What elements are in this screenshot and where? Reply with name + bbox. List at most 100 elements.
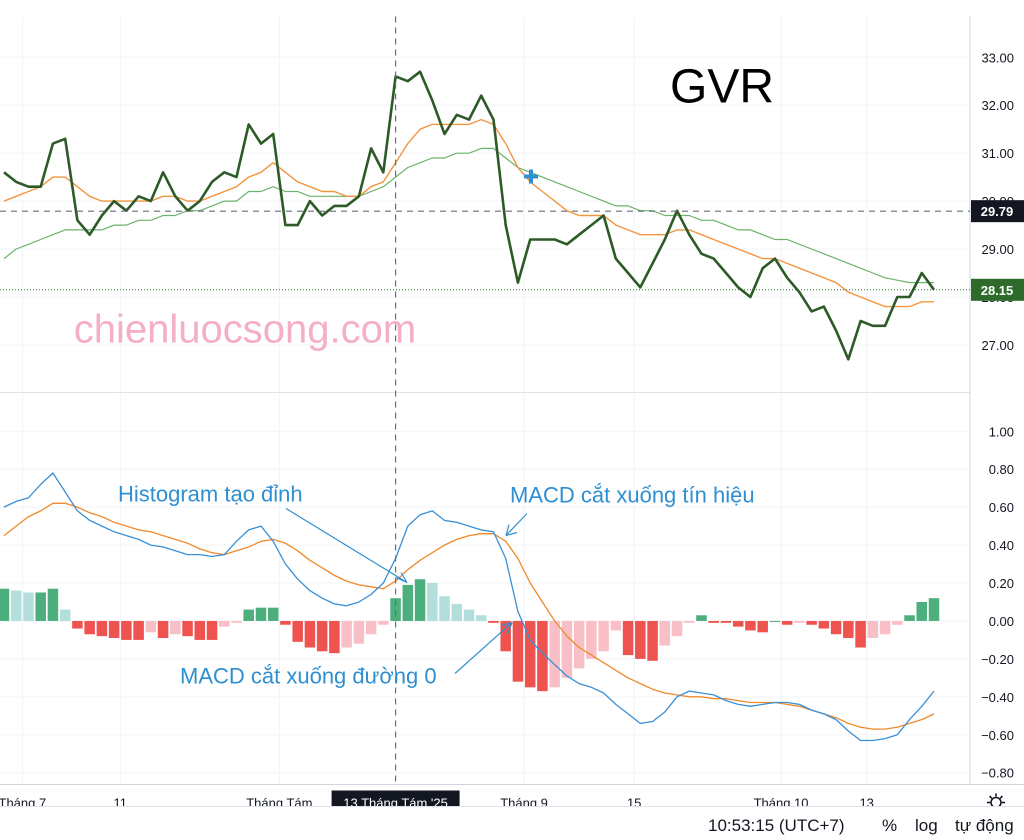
histogram-bar-12: [145, 620, 157, 633]
histogram-bar-68: [830, 620, 842, 635]
histogram-bar-4: [47, 588, 59, 621]
price-tick-label-1: 32.00: [981, 98, 1014, 113]
macd-tick-label-8: −0.60: [981, 728, 1014, 743]
histogram-bar-65: [794, 620, 805, 623]
histogram-bar-47: [573, 620, 585, 669]
price-line: [3, 70, 936, 361]
histogram-bar-39: [475, 615, 487, 621]
macd-line: [3, 472, 935, 742]
histogram-bar-48: [586, 620, 597, 659]
crosshair-price-label: 29.79: [981, 204, 1014, 219]
macd-tick-label-3: 0.40: [989, 538, 1014, 553]
histogram-bar-53: [647, 620, 658, 661]
log-toggle[interactable]: log: [915, 816, 938, 835]
histogram-bar-75: [916, 601, 928, 621]
histogram-bar-66: [806, 620, 817, 625]
histogram-bar-43: [524, 620, 536, 688]
histogram-bar-36: [439, 596, 450, 621]
histogram-bar-20: [243, 609, 254, 621]
histogram-bar-33: [402, 584, 414, 621]
histogram-bar-44: [537, 620, 548, 692]
chart-title: GVR: [670, 61, 774, 114]
percent-toggle[interactable]: %: [882, 816, 898, 835]
macd-tick-label-5: 0.00: [989, 614, 1014, 629]
histogram-bar-16: [194, 620, 206, 640]
macd-tick-label-9: −0.80: [981, 766, 1014, 781]
histogram-bar-19: [231, 620, 242, 623]
histogram-bar-70: [855, 620, 866, 648]
grid: [0, 16, 970, 785]
histogram-bar-71: [867, 620, 879, 639]
histogram-bar-14: [170, 620, 181, 635]
histogram-bar-37: [451, 603, 463, 621]
histogram-bar-56: [684, 620, 695, 623]
histogram-bar-63: [769, 620, 781, 622]
annotation-histogram-peak-arrowhead: [395, 572, 408, 584]
histogram-bar-2: [23, 592, 34, 621]
macd-tick-label-2: 0.60: [989, 500, 1014, 515]
price-axis[interactable]: 33.0032.0031.0030.0029.0028.0027.0029.79…: [971, 50, 1024, 353]
histogram-bar-27: [329, 620, 340, 654]
histogram-bar-22: [267, 607, 279, 621]
price-tick-label-0: 33.00: [981, 50, 1014, 65]
histogram-bar-7: [84, 620, 95, 635]
macd-axis[interactable]: 1.00 0.80 0.60 0.40 0.20 0.00 −0.20 −0.40 −0.60 −…: [981, 424, 1014, 780]
histogram-bar-42: [512, 620, 524, 682]
histogram-bar-17: [206, 620, 218, 640]
histogram-bar-23: [280, 620, 291, 625]
macd-tick-label-7: −0.40: [981, 690, 1014, 705]
annotation-macd-cross-signal-arrow: [505, 513, 528, 536]
auto-toggle[interactable]: tự động: [955, 816, 1014, 835]
histogram-bar-35: [427, 583, 438, 621]
status-bar: 10:53:15 (UTC+7) % log tự động: [0, 806, 1024, 840]
histogram-bar-9: [108, 620, 120, 639]
last-price-label-bg: [971, 278, 1024, 301]
histogram-bar-10: [121, 620, 132, 640]
clock: 10:53:15 (UTC+7): [708, 816, 845, 835]
histogram-bar-57: [696, 615, 707, 621]
histogram-bar-25: [304, 620, 316, 648]
macd-tick-label-6: −0.20: [981, 652, 1014, 667]
histogram-bar-15: [182, 620, 193, 637]
price-tick-label-6: 27.00: [981, 338, 1014, 353]
macd-pane-series: [3, 472, 935, 742]
annotation-macd-cross-zero: MACD cắt xuống đường 0: [180, 664, 437, 689]
histogram-bar-8: [96, 620, 108, 637]
histogram-bar-28: [341, 620, 352, 648]
histogram-bar-41: [500, 620, 511, 652]
macd-tick-label-0: 1.00: [989, 424, 1014, 439]
macd-tick-label-1: 0.80: [989, 462, 1014, 477]
histogram-bar-29: [353, 620, 365, 644]
annotation-histogram-peak: Histogram tạo đỉnh: [118, 482, 303, 507]
annotation-histogram-peak-arrow: [285, 507, 408, 584]
histogram-bar-11: [133, 620, 144, 640]
histogram-bar-6: [72, 620, 83, 629]
annotation-macd-cross-zero-arrowhead: [500, 621, 513, 634]
histogram-bar-3: [35, 592, 46, 621]
price-tick-label-2: 31.00: [981, 146, 1014, 161]
macd-histogram: [0, 579, 940, 692]
annotation-macd-cross-signal-arrowhead: [505, 524, 518, 537]
histogram-bar-0: [0, 588, 10, 621]
histogram-bar-61: [745, 620, 756, 631]
histogram-bar-31: [378, 620, 389, 625]
histogram-bar-5: [59, 609, 71, 621]
histogram-bar-30: [365, 620, 377, 635]
histogram-bar-76: [928, 598, 940, 621]
histogram-bar-55: [671, 620, 683, 637]
histogram-bar-59: [720, 620, 732, 623]
histogram-bar-50: [610, 620, 622, 631]
histogram-bar-62: [757, 620, 768, 633]
crosshair-price-label-bg: [971, 200, 1024, 223]
annotations: Histogram tạo đỉnh MACD cắt xuống tín hi…: [118, 482, 755, 689]
cursor-cross-icon: [524, 169, 538, 184]
crosshair: [0, 16, 970, 785]
histogram-bar-26: [316, 620, 328, 652]
histogram-bar-24: [292, 620, 303, 642]
histogram-bar-32: [390, 598, 401, 621]
histogram-bar-34: [414, 579, 426, 621]
histogram-bar-60: [732, 620, 744, 627]
histogram-bar-72: [879, 620, 891, 635]
price-tick-label-4: 29.00: [981, 242, 1014, 257]
